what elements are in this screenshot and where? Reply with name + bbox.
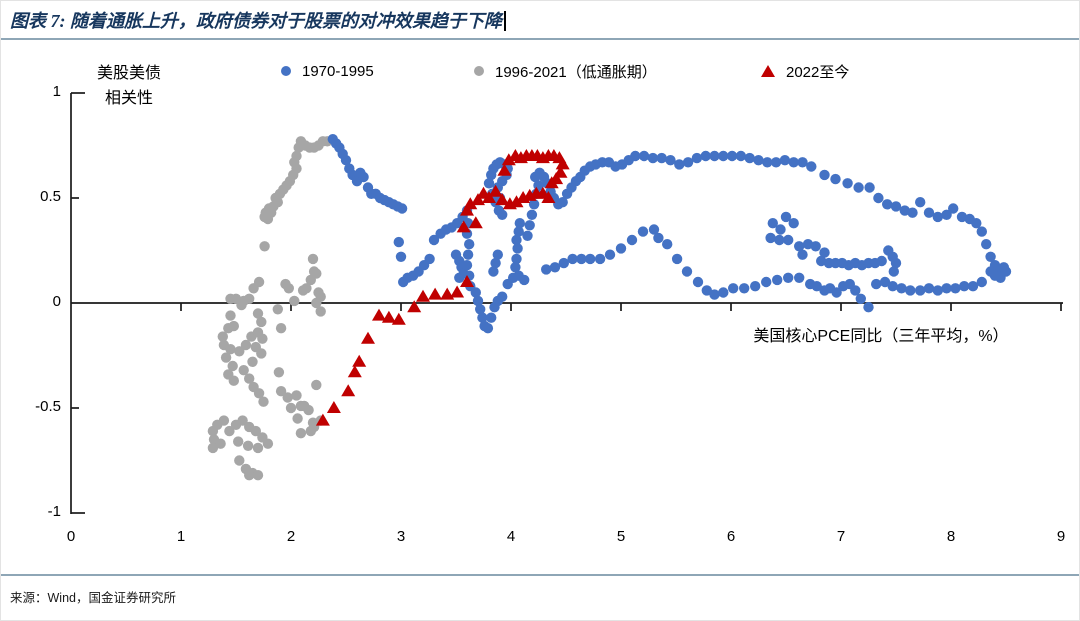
- top-divider: [1, 38, 1079, 40]
- source-note: 来源：Wind，国金证券研究所: [10, 591, 176, 605]
- x-axis-title: 美国核心PCE同比（三年平均，%）: [753, 328, 1009, 345]
- legend-label: 1996-2021（低通胀期）: [495, 63, 657, 81]
- gray-dot-icon: [474, 66, 484, 76]
- y-axis-title: 美股美债 相关性: [73, 61, 185, 111]
- x-tick-4: 4: [506, 528, 516, 545]
- red-triangle-icon: [761, 65, 775, 77]
- x-tick-7: 7: [836, 528, 846, 545]
- x-tick-2: 2: [286, 528, 296, 545]
- figure-title[interactable]: 图表 7: 随着通胀上升，政府债券对于股票的对冲效果趋于下降: [10, 7, 506, 33]
- y-tick-1: 1: [52, 83, 61, 100]
- y-tick-0.5: 0.5: [40, 188, 61, 205]
- y-axis-title-line1: 美股美债: [96, 65, 161, 82]
- legend-item-2022: 2022至今: [761, 59, 849, 83]
- x-tick-1: 1: [176, 528, 186, 545]
- y-tick-0: 0: [52, 293, 61, 310]
- x-tick-0: 0: [66, 528, 76, 545]
- legend-item-1970-1995: 1970-1995: [281, 59, 374, 83]
- figure-title-text: 图表 7: 随着通胀上升，政府债券对于股票的对冲效果趋于下降: [10, 11, 502, 31]
- text-cursor: [504, 11, 506, 31]
- blue-dot-icon: [281, 66, 291, 76]
- chart-legend: 1970-1995 1996-2021（低通胀期） 2022至今: [1, 59, 1079, 83]
- legend-item-1996-2021: 1996-2021（低通胀期）: [474, 59, 657, 83]
- bottom-divider: [1, 574, 1079, 576]
- x-tick-6: 6: [726, 528, 736, 545]
- x-tick-5: 5: [616, 528, 626, 545]
- y-tick-neg0.5: -0.5: [35, 398, 61, 415]
- legend-label: 1970-1995: [302, 62, 374, 80]
- legend-label: 2022至今: [786, 63, 850, 81]
- y-tick-neg1: -1: [47, 503, 61, 520]
- x-tick-8: 8: [946, 528, 956, 545]
- x-tick-9: 9: [1056, 528, 1066, 545]
- y-axis-title-line2: 相关性: [104, 90, 153, 107]
- x-tick-3: 3: [396, 528, 406, 545]
